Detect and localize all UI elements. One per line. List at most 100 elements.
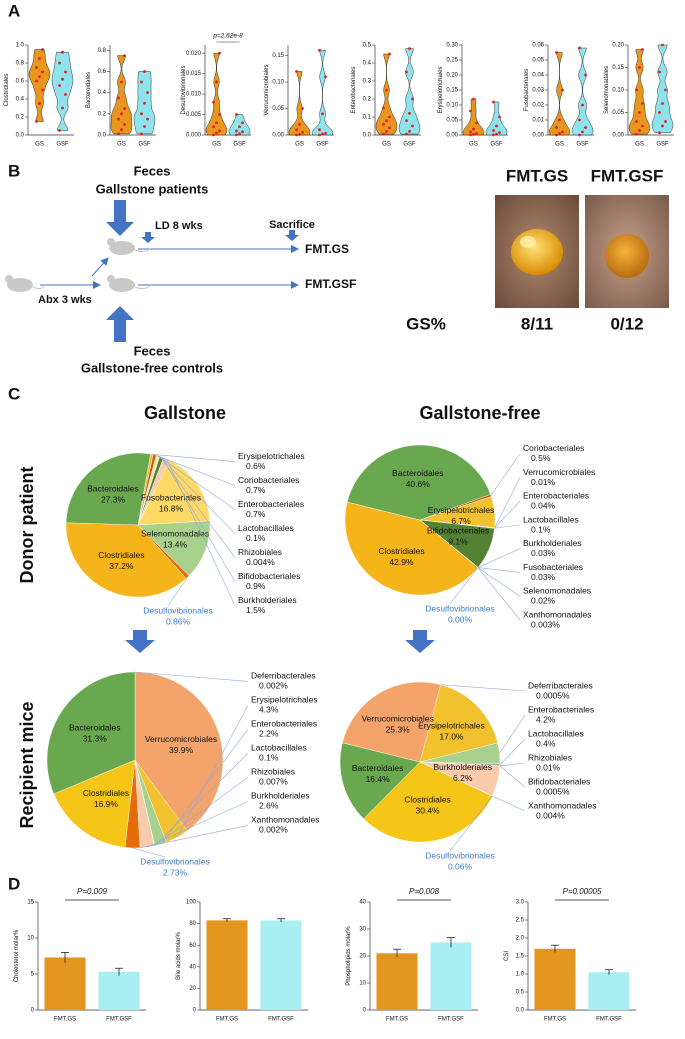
bar bbox=[534, 949, 575, 1010]
arrow bbox=[106, 200, 134, 236]
slice-label: Clostridiales bbox=[378, 546, 424, 556]
slice-value: 6.2% bbox=[453, 773, 473, 783]
data-point bbox=[238, 132, 241, 135]
data-point bbox=[318, 49, 321, 52]
y-axis-label: Verrucomicrobiales bbox=[264, 64, 270, 115]
y-tick-label: 0.0 bbox=[16, 133, 25, 139]
slice-label: Xanthomonadales bbox=[523, 609, 592, 619]
leader-line bbox=[495, 525, 520, 528]
y-tick-label: 0.8 bbox=[98, 48, 107, 54]
y-tick-label: 0.05 bbox=[532, 58, 544, 64]
y-tick-label: 0.000 bbox=[186, 133, 202, 139]
slice-value: 0.01% bbox=[531, 477, 556, 487]
x-tick-label: FMT.GSF bbox=[268, 1017, 294, 1023]
data-point bbox=[658, 71, 661, 74]
slice-value: 31.3% bbox=[83, 733, 108, 743]
y-axis-label: Desulfovibrionales bbox=[181, 65, 187, 114]
slice-label: Bacteroidales bbox=[352, 763, 404, 773]
y-tick-label: 0.10 bbox=[612, 88, 624, 94]
x-tick-label: FMT.GSF bbox=[106, 1017, 132, 1023]
panel-label: D bbox=[8, 874, 20, 893]
y-tick-label: 0.0 bbox=[363, 133, 372, 139]
data-point bbox=[638, 66, 641, 69]
x-tick-label: GS bbox=[117, 142, 126, 148]
data-point bbox=[218, 130, 221, 133]
y-tick-label: 0 bbox=[363, 1008, 367, 1014]
y-axis-label: Bacteroidales bbox=[86, 72, 92, 108]
slice-value: 27.3% bbox=[101, 495, 126, 505]
y-tick-label: 100 bbox=[186, 900, 197, 906]
slice-value: 4.2% bbox=[536, 714, 556, 724]
data-point bbox=[664, 120, 667, 123]
y-tick-label: 0.15 bbox=[272, 53, 284, 59]
slice-label: Lactobacillales bbox=[528, 728, 584, 738]
diagram-text: FMT.GS bbox=[305, 242, 349, 256]
bar bbox=[206, 920, 247, 1010]
slice-label: Verrucomicrobiales bbox=[361, 713, 433, 723]
slice-value: 4.3% bbox=[259, 705, 279, 715]
data-point bbox=[385, 89, 388, 92]
bar bbox=[376, 953, 417, 1010]
slice-label: Selenomonadales bbox=[523, 586, 591, 596]
slice-value: 16.4% bbox=[366, 774, 391, 784]
data-point bbox=[498, 131, 501, 134]
data-point bbox=[382, 107, 385, 110]
y-tick-label: 0.15 bbox=[612, 65, 624, 71]
data-point bbox=[38, 57, 41, 60]
y-axis-label: Bile acids molar% bbox=[176, 931, 182, 979]
slice-label: Fusobacteriales bbox=[141, 492, 201, 502]
y-tick-label: 0.15 bbox=[446, 88, 458, 94]
ratio: 0/12 bbox=[610, 314, 643, 333]
violin bbox=[549, 53, 570, 136]
data-point bbox=[301, 107, 304, 110]
data-point bbox=[61, 78, 64, 81]
y-tick-label: 0.00 bbox=[272, 133, 284, 139]
y-tick-label: 0 bbox=[31, 1008, 35, 1014]
slice-value: 30.4% bbox=[416, 806, 441, 816]
data-point bbox=[635, 133, 638, 136]
data-point bbox=[321, 133, 324, 136]
data-point bbox=[318, 128, 321, 131]
y-tick-label: 40 bbox=[189, 964, 196, 970]
y-tick-label: 2.0 bbox=[516, 936, 525, 942]
y-tick-label: 0.5 bbox=[516, 990, 525, 996]
y-tick-label: 2.5 bbox=[516, 918, 525, 924]
y-tick-label: 0.20 bbox=[612, 43, 624, 49]
data-point bbox=[120, 81, 123, 84]
data-point bbox=[298, 123, 301, 126]
photo-title: FMT.GSF bbox=[591, 166, 664, 185]
panel-label: A bbox=[8, 1, 20, 20]
data-point bbox=[298, 133, 301, 136]
x-tick-label: GSF bbox=[316, 142, 329, 148]
y-tick-label: 0.05 bbox=[272, 106, 284, 112]
data-point bbox=[123, 123, 126, 126]
slice-value: 42.9% bbox=[389, 557, 414, 567]
data-point bbox=[638, 111, 641, 114]
data-point bbox=[321, 112, 324, 115]
violin bbox=[29, 50, 50, 122]
data-point bbox=[635, 120, 638, 123]
y-tick-label: 0.020 bbox=[186, 51, 202, 57]
y-tick-label: 0.25 bbox=[446, 58, 458, 64]
y-tick-label: 0.0 bbox=[516, 1008, 525, 1014]
slice-label: Rhizobiales bbox=[251, 767, 295, 777]
diagram-text: Feces bbox=[134, 343, 171, 358]
y-tick-label: 0.10 bbox=[446, 103, 458, 109]
photo-title: FMT.GS bbox=[506, 166, 568, 185]
data-point bbox=[235, 134, 238, 137]
data-point bbox=[469, 110, 472, 113]
y-tick-label: 0.010 bbox=[186, 92, 202, 98]
data-point bbox=[641, 125, 644, 128]
y-tick-label: 0.30 bbox=[446, 43, 458, 49]
data-point bbox=[146, 91, 149, 94]
x-tick-label: GSF bbox=[490, 142, 503, 148]
data-point bbox=[215, 132, 218, 135]
slice-label: Xanthomonadales bbox=[528, 800, 597, 810]
bar bbox=[430, 943, 471, 1011]
y-tick-label: 0.4 bbox=[363, 61, 372, 67]
data-point bbox=[146, 118, 149, 121]
data-point bbox=[472, 128, 475, 131]
y-axis-label: Phospholipids molar% bbox=[346, 926, 352, 986]
violin bbox=[486, 102, 507, 135]
slice-value: 0.03% bbox=[531, 572, 556, 582]
